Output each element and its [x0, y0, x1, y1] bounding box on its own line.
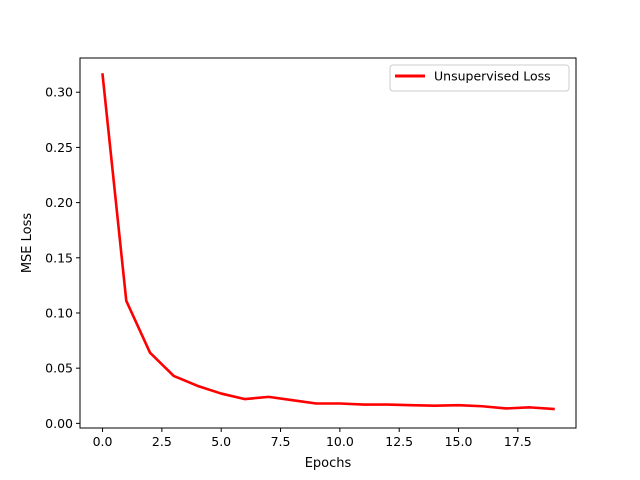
ticks-layer: 0.0 2.5 5.0 7.5 10.0 12.5 15.0 17.5 0.00 0.05 0.10… — [45, 85, 532, 449]
x-tick-label: 2.5 — [152, 434, 172, 449]
x-tick-label: 7.5 — [271, 434, 291, 449]
y-tick-label: 0.05 — [45, 361, 73, 376]
legend: Unsupervised Loss — [389, 64, 570, 92]
y-tick-label: 0.30 — [45, 85, 73, 100]
y-axis-label: MSE Loss — [20, 213, 35, 274]
series-layer — [101, 73, 555, 411]
legend-label-unsupervised-loss: Unsupervised Loss — [434, 69, 551, 84]
y-tick-label: 0.25 — [45, 140, 73, 155]
x-axis-label: Epochs — [305, 456, 352, 471]
y-tick-label: 0.00 — [45, 416, 73, 431]
y-tick-label: 0.15 — [45, 250, 73, 265]
x-tick-label: 5.0 — [211, 434, 231, 449]
x-tick-label: 0.0 — [93, 434, 113, 449]
legend-box — [389, 64, 570, 92]
y-tick-label: 0.20 — [45, 195, 73, 210]
x-tick-label: 12.5 — [385, 434, 413, 449]
x-tick-label: 15.0 — [445, 434, 473, 449]
plot-frame — [79, 57, 577, 429]
series-line-unsupervised-loss — [101, 73, 555, 411]
x-tick-label: 10.0 — [326, 434, 354, 449]
y-tick-label: 0.10 — [45, 305, 73, 320]
x-tick-label: 17.5 — [504, 434, 532, 449]
